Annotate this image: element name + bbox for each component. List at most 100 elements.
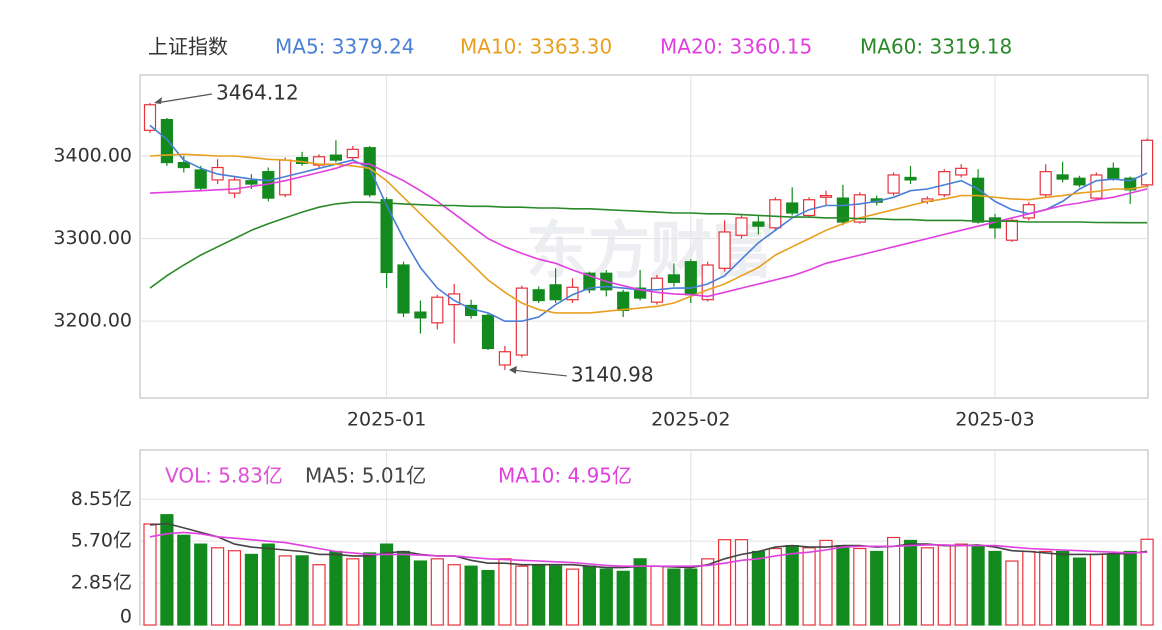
volume-bar [413,560,427,626]
volume-bar [684,568,698,626]
volume-bar [920,547,935,626]
volume-bar [143,523,157,626]
candle-body [194,169,207,189]
ma-line [149,201,1148,289]
y-tick-label: 0 [120,606,132,628]
volume-bar [1106,553,1120,626]
ma-line [149,153,1148,314]
volume-bar [1140,538,1154,626]
volume-bar [616,570,630,626]
candle-body [1022,204,1035,219]
candle-body [802,199,816,217]
volume-bar [870,550,884,626]
annotation: 3140.98 [571,362,654,386]
candle-body [752,221,765,227]
x-tick-label: 2025-02 [651,409,730,431]
y-tick-label: 3400.00 [53,144,132,166]
volume-bar [582,565,597,626]
candle-body [617,291,630,312]
volume-bar [1055,550,1070,626]
volume-bar [227,550,242,626]
ma-line [149,531,1148,567]
volume-bar [380,543,394,626]
volume-bar [194,543,208,626]
volume-bar [971,544,985,626]
volume-bar [1039,550,1053,626]
legend-label: MA5: 5.01亿 [305,464,426,488]
ma-line [149,161,1148,298]
candle-body [887,174,900,194]
candle-body [1039,171,1052,196]
candle-body [1124,177,1137,191]
candle-body [431,296,444,324]
candle-body [245,180,258,185]
volume-bar [937,544,951,626]
candle-body [786,202,799,214]
volume-bar [481,569,495,626]
volume-bar [329,550,343,626]
x-tick-label: 2025-01 [347,409,426,431]
volume-bar [633,558,647,626]
volume-bar [261,543,275,626]
volume-bar [701,558,715,626]
candle-body [448,293,461,306]
candle-body [549,284,562,301]
volume-bar [278,555,292,626]
legend-label: MA5: 3379.24 [275,35,414,59]
legend-label: MA10: 3363.30 [460,35,612,59]
volume-bar [599,568,613,626]
candle-body [363,147,376,196]
volume-bar [548,565,563,626]
ma-line [149,124,1148,322]
volume-bar [515,565,529,626]
legend-label: MA20: 3360.15 [660,35,812,59]
candle-body [160,119,173,164]
candle-body [498,351,511,366]
volume-bar [447,564,461,626]
candle-body [532,289,545,302]
volume-bar [532,564,546,626]
volume-bar [768,547,782,626]
volume-bar [988,550,1002,626]
candle-body [481,314,495,350]
candle-body [566,286,579,301]
candle-body [1073,177,1086,186]
volume-bar [295,555,309,626]
candle-body [312,156,326,166]
volume-bar [785,544,799,626]
candle-body [684,261,697,296]
watermark: 东方财富 [526,214,774,287]
candle-body [1005,219,1019,241]
volume-bar [954,543,968,626]
y-tick-label: 3300.00 [53,227,132,249]
volume-bar [1072,557,1087,626]
candle-body [397,264,410,314]
candle-body [769,199,782,229]
volume-bar [565,568,580,626]
volume-bar [1022,550,1036,626]
volume-bar [396,550,411,626]
candle-body [228,179,241,194]
y-tick-label: 5.70亿 [71,530,132,552]
legend-label: VOL: 5.83亿 [165,464,283,488]
legend-label: MA10: 4.95亿 [498,464,632,488]
annotation-arrow [510,369,567,377]
y-tick-label: 8.55亿 [71,488,132,510]
annotation-arrow [155,93,213,104]
x-tick-label: 2025-03 [955,409,1034,431]
volume-bar [819,539,833,626]
candle-body [414,311,427,319]
candle-body [1090,174,1103,199]
candle-body [583,272,596,291]
candle-body [701,264,714,301]
candle-body [904,176,917,181]
candle-body [329,154,342,161]
y-tick-label: 3200.00 [53,310,132,332]
chart-title: 上证指数 [148,35,228,59]
candle-body [819,195,833,198]
candle-body [380,199,393,274]
volume-bar [312,564,326,626]
annotation-arrowhead [508,365,517,374]
